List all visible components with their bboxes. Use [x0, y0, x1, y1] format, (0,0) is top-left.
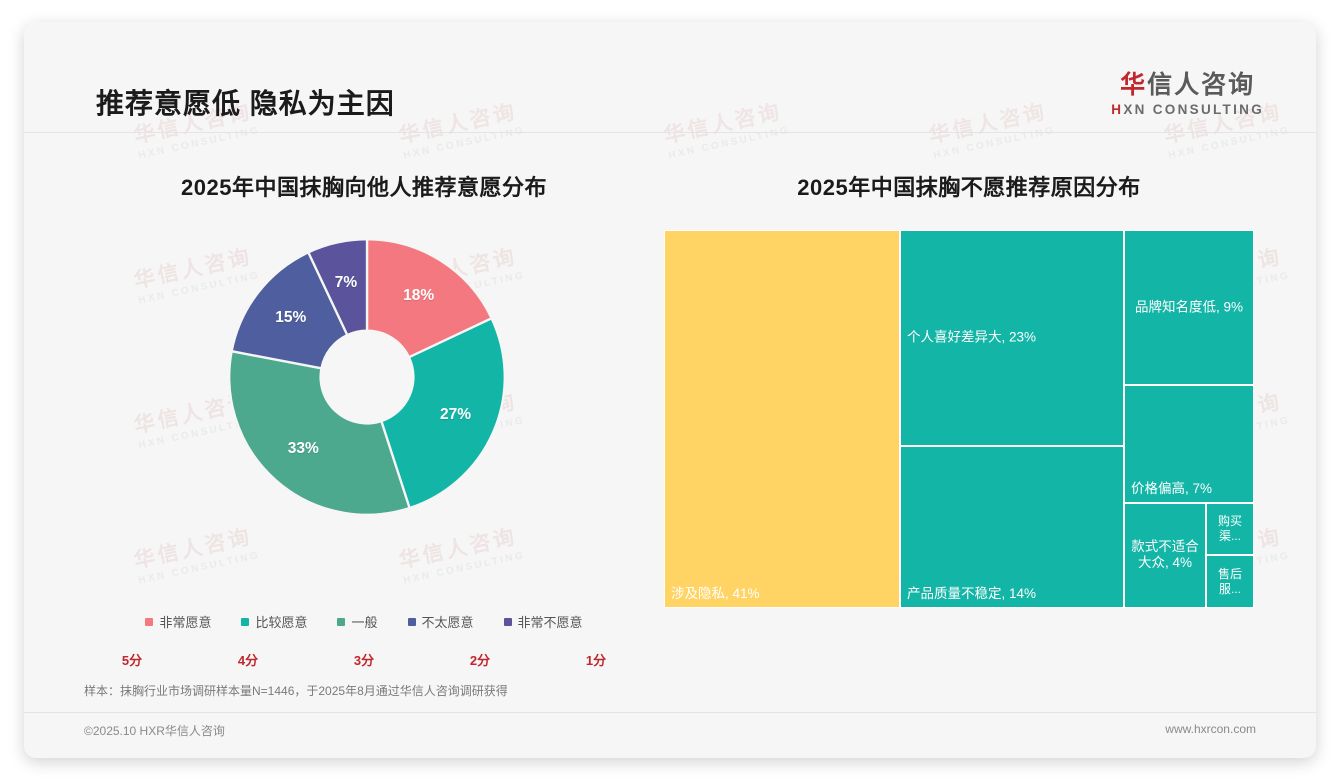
footnote: 样本：抹胸行业市场调研样本量N=1446，于2025年8月通过华信人咨询调研获得: [84, 684, 508, 698]
legend-label: 非常愿意: [159, 615, 212, 630]
treemap-cell-label: 价格偏高, 7%: [1131, 481, 1213, 497]
footer-copyright: ©2025.10 HXR华信人咨询: [84, 724, 225, 738]
donut-segment-label: 33%: [287, 440, 319, 458]
score-label: 4分: [237, 653, 259, 668]
logo-english: HXN CONSULTING: [1111, 102, 1264, 117]
score-label: 5分: [121, 653, 143, 668]
donut-segment[interactable]: [306, 238, 369, 337]
donut-chart: 18% 27% 33% 15% 7%: [84, 222, 644, 572]
treemap-cell[interactable]: 款式不适合大众, 4%: [1124, 503, 1206, 608]
donut-segment-label: 27%: [439, 406, 471, 424]
legend-swatch: [241, 617, 250, 626]
legend-swatch: [503, 617, 512, 626]
legend-label: 比较愿意: [255, 615, 308, 630]
treemap-cell-label: 售后服...: [1217, 566, 1242, 596]
legend-swatch: [145, 617, 154, 626]
slide-card: 华信人咨询 HXN CONSULTING 华信人咨询 HXN CONSULTING 华信…: [24, 22, 1316, 758]
treemap-cell-label: 产品质量不稳定, 14%: [907, 586, 1037, 602]
brand-logo: 华信人咨询 HXN CONSULTING: [1111, 72, 1264, 117]
treemap-cell[interactable]: 购买渠...: [1206, 503, 1254, 555]
legend-label: 非常不愿意: [517, 615, 583, 630]
donut-legend: 非常愿意 比较愿意 一般 不太愿意 非常不愿意: [84, 612, 644, 631]
treemap-cell[interactable]: 价格偏高, 7%: [1124, 385, 1254, 503]
right-chart-panel: 2025年中国抹胸不愿推荐原因分布 涉及隐私, 41% 个人喜好差异大, 23% 产…: [664, 142, 1274, 608]
treemap-cell[interactable]: 个人喜好差异大, 23%: [900, 230, 1124, 446]
donut-score-row: 5分 4分 3分 2分 1分: [84, 650, 644, 669]
treemap-chart: 涉及隐私, 41% 个人喜好差异大, 23% 产品质量不稳定, 14% 品牌知名度低,…: [664, 230, 1254, 608]
score-label: 2分: [469, 653, 491, 668]
logo-chinese-red: 华: [1120, 71, 1148, 99]
donut-segment[interactable]: [230, 250, 349, 370]
legend-item[interactable]: 不太愿意: [407, 612, 474, 631]
treemap-cell-label: 品牌知名度低, 9%: [1134, 299, 1243, 315]
left-chart-title: 2025年中国抹胸向他人推荐意愿分布: [181, 175, 547, 200]
legend-swatch: [407, 617, 416, 626]
legend-item[interactable]: 比较愿意: [241, 612, 307, 631]
slide-header: 推荐意愿低 隐私为主因 华信人咨询 HXN CONSULTING: [24, 22, 1316, 132]
donut-svg: [228, 238, 506, 516]
left-chart-panel: 2025年中国抹胸向他人推荐意愿分布 18% 27% 33% 15% 7% 非常愿意 比较…: [84, 142, 644, 668]
header-divider: [24, 132, 1316, 133]
treemap-cell[interactable]: 售后服...: [1206, 555, 1254, 608]
treemap-cell-label: 款式不适合大众, 4%: [1131, 538, 1199, 571]
legend-item[interactable]: 非常愿意: [145, 612, 211, 631]
logo-chinese-rest: 信人咨询: [1147, 71, 1256, 99]
legend-item[interactable]: 一般: [337, 612, 378, 631]
score-label: 1分: [585, 653, 607, 668]
treemap-cell-label: 涉及隐私, 41%: [671, 586, 760, 602]
logo-chinese: 华信人咨询: [1111, 72, 1264, 98]
footer-divider: [24, 712, 1316, 713]
right-chart-title: 2025年中国抹胸不愿推荐原因分布: [797, 175, 1141, 200]
donut-segment-label: 18%: [403, 286, 435, 304]
score-label: 3分: [353, 653, 375, 668]
treemap-cell[interactable]: 涉及隐私, 41%: [664, 230, 900, 608]
legend-label: 一般: [351, 615, 378, 630]
page-title: 推荐意愿低 隐私为主因: [96, 88, 395, 119]
footer-website: www.hxrcon.com: [1165, 722, 1256, 736]
logo-english-red: H: [1111, 102, 1124, 118]
legend-item[interactable]: 非常不愿意: [503, 612, 583, 631]
treemap-cell-label: 个人喜好差异大, 23%: [907, 329, 1037, 345]
donut-segment[interactable]: [365, 238, 494, 359]
donut-segment-label: 7%: [334, 273, 358, 291]
legend-swatch: [337, 617, 346, 626]
treemap-cell[interactable]: 品牌知名度低, 9%: [1124, 230, 1254, 385]
donut-segment[interactable]: [228, 349, 412, 516]
donut-segment[interactable]: [379, 316, 506, 510]
logo-english-rest: XN CONSULTING: [1123, 102, 1264, 118]
donut-segment-label: 15%: [275, 308, 307, 326]
treemap-cell-label: 购买渠...: [1217, 514, 1242, 543]
treemap-cell[interactable]: 产品质量不稳定, 14%: [900, 446, 1124, 608]
legend-label: 不太愿意: [421, 615, 474, 630]
